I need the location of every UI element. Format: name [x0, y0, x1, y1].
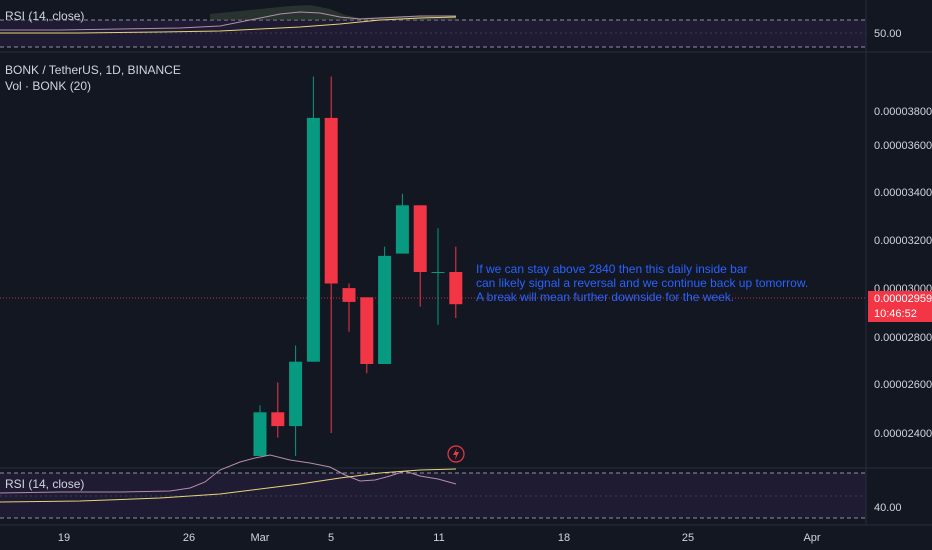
candle-body[interactable] — [431, 272, 445, 273]
y-tick: 0.00002800 — [874, 332, 932, 344]
y-tick: 0.00002400 — [874, 428, 932, 440]
candle-body[interactable] — [378, 255, 392, 364]
bottom-rsi-legend[interactable]: RSI (14, close) — [5, 477, 85, 491]
rsi-line — [0, 11, 456, 31]
annotation-line-2: can likely signal a reversal and we cont… — [476, 276, 808, 290]
rsi-bottom-level-label: 40.00 — [874, 502, 902, 514]
y-tick: 0.00002600 — [874, 379, 932, 391]
candle-body[interactable] — [253, 412, 267, 456]
candle-body[interactable] — [289, 361, 303, 427]
candle-body[interactable] — [360, 297, 374, 364]
y-tick: 0.00003400 — [874, 187, 932, 199]
x-tick: 19 — [58, 532, 70, 544]
annotation[interactable]: If we can stay above 2840 then this dail… — [476, 262, 808, 304]
y-tick: 0.00003800 — [874, 106, 932, 118]
candle-body[interactable] — [306, 117, 320, 362]
countdown-badge: 10:46:52 — [868, 306, 932, 322]
top-rsi-pane[interactable] — [0, 0, 932, 53]
annotation-line-3: A break will mean further downside for t… — [476, 290, 734, 304]
rsi-line — [0, 454, 457, 494]
flash-icon[interactable] — [447, 445, 465, 463]
volume-legend[interactable]: Vol · BONK (20) — [5, 79, 92, 93]
candle-body[interactable] — [395, 205, 409, 254]
last-price-badge: 0.00002959 — [868, 291, 932, 307]
candle-body[interactable] — [449, 272, 463, 305]
x-tick: 26 — [183, 532, 195, 544]
candle-body[interactable] — [413, 205, 427, 272]
x-tick: 5 — [328, 532, 334, 544]
candle-body[interactable] — [271, 412, 285, 427]
x-tick: Apr — [803, 532, 820, 544]
x-tick: Mar — [251, 532, 270, 544]
top-rsi-legend[interactable]: RSI (14, close) — [5, 9, 85, 23]
y-tick: 0.00003200 — [874, 235, 932, 247]
candle-body[interactable] — [342, 288, 356, 302]
annotation-line-1: If we can stay above 2840 then this dail… — [476, 262, 748, 276]
bottom-rsi-pane[interactable] — [0, 454, 932, 526]
symbol-legend[interactable]: BONK / TetherUS, 1D, BINANCE — [5, 63, 181, 77]
rsi-overbought-fill — [210, 5, 456, 20]
main-pane[interactable] — [0, 52, 867, 468]
rsi-top-level-label: 50.00 — [874, 28, 902, 40]
x-tick: 18 — [558, 532, 570, 544]
rsi-ma-line — [0, 468, 457, 503]
rsi-ma-line — [0, 16, 457, 34]
time-axis[interactable]: 19 26 Mar 5 11 18 25 Apr — [58, 532, 821, 544]
x-tick: 25 — [682, 532, 694, 544]
x-tick: 11 — [433, 532, 444, 544]
y-tick: 0.00003600 — [874, 140, 932, 152]
candle-body[interactable] — [324, 117, 338, 284]
candles — [253, 76, 463, 456]
